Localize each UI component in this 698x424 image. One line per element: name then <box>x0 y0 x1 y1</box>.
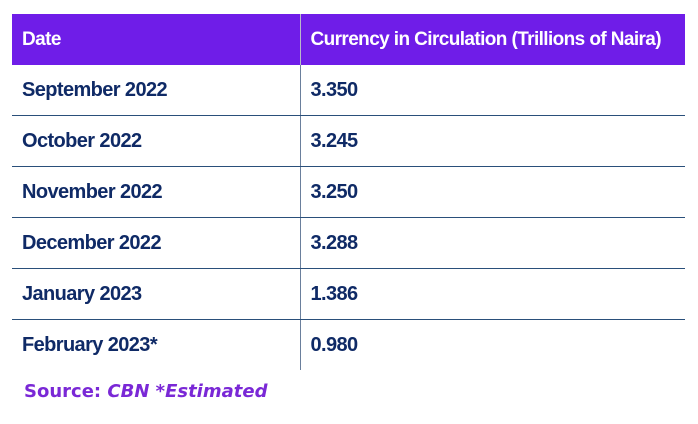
source-name: CBN *Estimated <box>107 381 268 402</box>
row-value-cell: 3.288 <box>299 217 685 269</box>
currency-circulation-table: Date Currency in Circulation (Trillions … <box>12 14 685 370</box>
table-row: November 2022 3.250 <box>12 166 685 218</box>
row-value-cell: 3.250 <box>299 166 685 218</box>
row-date-cell: September 2022 <box>12 65 300 116</box>
source-label: Source: <box>24 381 102 402</box>
row-value-cell: 1.386 <box>299 268 685 320</box>
source-note: Source: CBN *Estimated <box>24 381 267 402</box>
row-value-cell: 0.980 <box>299 319 685 370</box>
column-header-date: Date <box>22 28 61 50</box>
table-row: October 2022 3.245 <box>12 115 685 167</box>
row-date-cell: January 2023 <box>12 268 300 320</box>
row-value-cell: 3.245 <box>299 115 685 167</box>
column-header-currency: Currency in Circulation (Trillions of Na… <box>299 14 685 65</box>
row-date-cell: December 2022 <box>12 217 300 269</box>
table-row: September 2022 3.350 <box>12 65 685 116</box>
currency-table-container: Date Currency in Circulation (Trillions … <box>12 14 685 370</box>
row-date-cell: February 2023* <box>22 333 158 356</box>
table-header-row: Date Currency in Circulation (Trillions … <box>12 14 685 65</box>
table-row: January 2023 1.386 <box>12 268 685 320</box>
row-date-cell: November 2022 <box>12 166 300 218</box>
row-value-cell: 3.350 <box>299 65 685 116</box>
table-row: February 2023* 0.980 <box>12 319 685 370</box>
table-row: December 2022 3.288 <box>12 217 685 269</box>
row-date-cell: October 2022 <box>12 115 300 167</box>
